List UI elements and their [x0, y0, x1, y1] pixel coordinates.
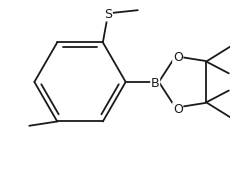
Text: S: S — [104, 8, 112, 21]
Text: B: B — [151, 77, 160, 90]
Text: O: O — [173, 51, 183, 64]
Text: O: O — [173, 103, 183, 116]
